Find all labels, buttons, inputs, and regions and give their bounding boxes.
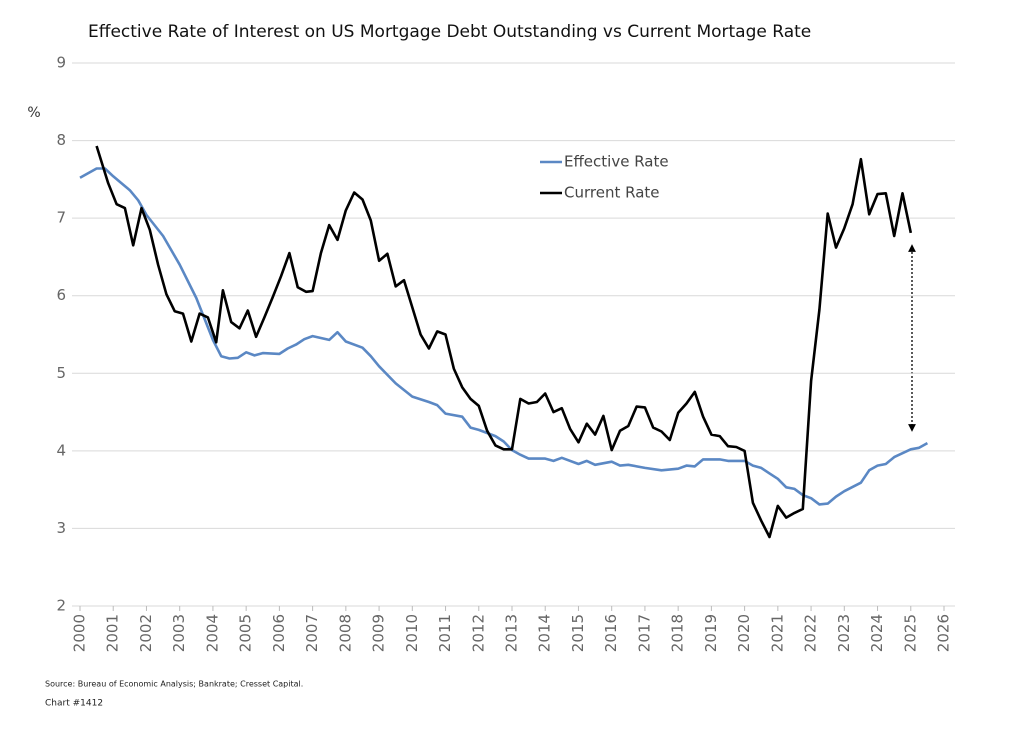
x-tick-label: 2001 — [104, 614, 122, 652]
series-line — [95, 145, 913, 539]
x-tick-label: 2008 — [336, 614, 354, 652]
chart-number: Chart #1412 — [45, 699, 103, 709]
x-tick-label: 2018 — [669, 614, 687, 652]
x-tick-label: 2022 — [802, 614, 820, 652]
x-tick-label: 2014 — [536, 614, 554, 652]
x-tick-label: 2006 — [270, 614, 288, 652]
y-tick-label: 6 — [56, 286, 66, 304]
x-tick-label: 2007 — [303, 614, 321, 652]
x-tick-label: 2021 — [768, 614, 786, 652]
x-tick-label: 2019 — [702, 614, 720, 652]
y-tick-label: 2 — [56, 597, 66, 615]
legend-label: Current Rate — [564, 184, 660, 202]
y-tick-label: 9 — [56, 54, 66, 72]
x-tick-label: 2020 — [735, 614, 753, 652]
x-tick-label: 2023 — [835, 614, 853, 652]
x-tick-label: 2012 — [469, 614, 487, 652]
x-tick-label: 2013 — [503, 614, 521, 652]
x-tick-label: 2010 — [403, 614, 421, 652]
x-tick-label: 2015 — [569, 614, 587, 652]
x-tick-label: 2000 — [71, 614, 89, 652]
legend-label: Effective Rate — [564, 153, 669, 171]
y-tick-label: 4 — [56, 441, 66, 459]
x-tick-label: 2024 — [868, 614, 886, 652]
x-tick-label: 2016 — [602, 614, 620, 652]
x-tick-label: 2009 — [370, 614, 388, 652]
y-tick-label: 5 — [56, 364, 66, 382]
x-tick-label: 2005 — [237, 614, 255, 652]
series-line — [79, 167, 929, 506]
x-tick-label: 2025 — [901, 614, 919, 652]
y-tick-label: 8 — [56, 131, 66, 149]
chart-title: Effective Rate of Interest on US Mortgag… — [88, 22, 811, 42]
x-tick-label: 2002 — [137, 614, 155, 652]
x-tick-label: 2004 — [203, 614, 221, 652]
x-tick-label: 2026 — [935, 614, 953, 652]
source-note: Source: Bureau of Economic Analysis; Ban… — [45, 680, 303, 689]
x-tick-label: 2017 — [635, 614, 653, 652]
y-axis-label: % — [27, 105, 40, 121]
y-tick-label: 7 — [56, 209, 66, 227]
y-tick-label: 3 — [56, 519, 66, 537]
x-tick-label: 2003 — [170, 614, 188, 652]
x-tick-label: 2011 — [436, 614, 454, 652]
